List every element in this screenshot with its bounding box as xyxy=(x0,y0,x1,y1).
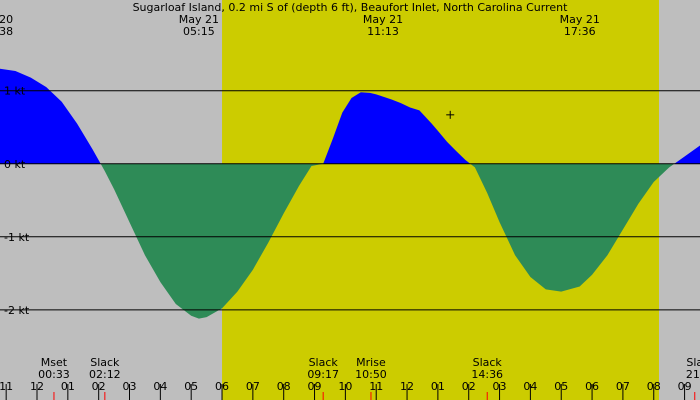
x-tick-label: 04 xyxy=(153,380,167,393)
x-tick-label: 02 xyxy=(92,380,106,393)
bottom-event-time: 09:17 xyxy=(307,368,339,381)
top-event-time: 05:15 xyxy=(183,25,215,38)
x-tick-label: 05 xyxy=(184,380,198,393)
x-tick-label: 08 xyxy=(277,380,291,393)
x-tick-label: 06 xyxy=(585,380,599,393)
x-tick-label: 03 xyxy=(493,380,507,393)
x-tick-label: 01 xyxy=(431,380,445,393)
flood-area xyxy=(0,68,700,164)
x-tick-label: 05 xyxy=(554,380,568,393)
y-tick-label: 1 kt xyxy=(4,85,26,98)
ebb-area xyxy=(100,163,675,319)
bottom-event-name: Slack xyxy=(90,356,120,369)
bottom-event-time: 14:36 xyxy=(471,368,503,381)
top-event-time: 38 xyxy=(0,25,13,38)
bottom-event-name: Slack xyxy=(309,356,339,369)
x-tick-label: 08 xyxy=(647,380,661,393)
x-axis-ticks: 11 12 01 02 03 04 05 06 07 08 09 10 11 12 01 02 03 04 05 06… xyxy=(0,380,696,400)
bottom-event-time: 21: xyxy=(686,368,700,381)
x-tick-label: 07 xyxy=(616,380,630,393)
bottom-event-name: Mrise xyxy=(356,356,386,369)
bottom-event-time: 02:12 xyxy=(89,368,121,381)
bottom-event-labels: Mset00:33Slack02:12Slack09:17Mrise10:50S… xyxy=(38,356,700,381)
top-event-date: May 21 xyxy=(560,13,600,26)
bottom-event-time: 10:50 xyxy=(355,368,387,381)
x-tick-label: 12 xyxy=(30,380,44,393)
x-tick-label: 10 xyxy=(338,380,352,393)
x-tick-label: 12 xyxy=(400,380,414,393)
top-event-time: 17:36 xyxy=(564,25,596,38)
top-event-time: 11:13 xyxy=(367,25,399,38)
chart-title: Sugarloaf Island, 0.2 mi S of (depth 6 f… xyxy=(133,1,569,14)
now-marker xyxy=(446,110,455,119)
x-tick-label: 01 xyxy=(61,380,75,393)
bottom-event-name: Sla xyxy=(686,356,700,369)
top-event-date: May 21 xyxy=(179,13,219,26)
bottom-event-name: Mset xyxy=(41,356,68,369)
top-event-date: 20 xyxy=(0,13,13,26)
x-tick-label: 04 xyxy=(523,380,537,393)
bottom-event-name: Slack xyxy=(473,356,503,369)
gridlines xyxy=(0,90,700,311)
bottom-event-time: 00:33 xyxy=(38,368,70,381)
x-tick-label: 06 xyxy=(215,380,229,393)
x-tick-label: 11 xyxy=(369,380,383,393)
y-tick-label: -2 kt xyxy=(4,304,30,317)
x-tick-label: 09 xyxy=(678,380,692,393)
x-tick-label: 11 xyxy=(0,380,13,393)
y-tick-label: -1 kt xyxy=(4,231,30,244)
x-tick-label: 07 xyxy=(246,380,260,393)
current-areas xyxy=(0,68,700,319)
y-axis-ticks: 1 kt 0 kt -1 kt -2 kt xyxy=(4,85,30,317)
x-tick-label: 02 xyxy=(462,380,476,393)
y-tick-label: 0 kt xyxy=(4,158,26,171)
top-event-date: May 21 xyxy=(363,13,403,26)
x-tick-label: 09 xyxy=(308,380,322,393)
x-tick-label: 03 xyxy=(123,380,137,393)
